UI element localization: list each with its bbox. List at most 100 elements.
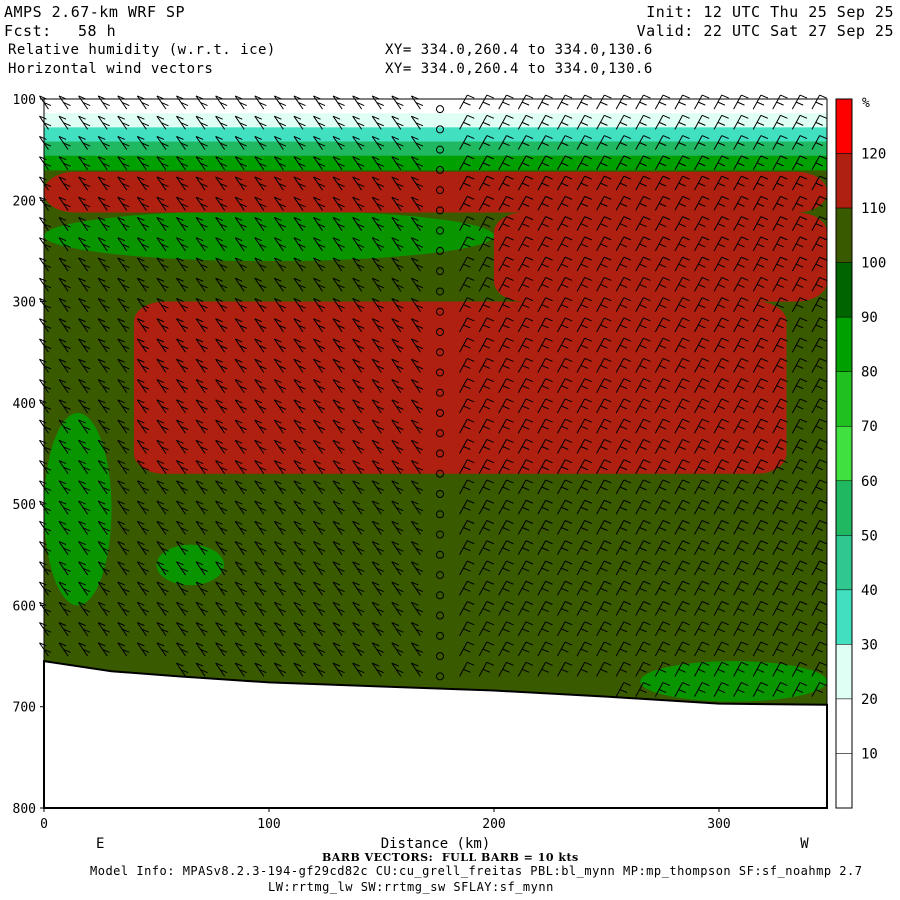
- wind-barb-flag: [815, 446, 823, 450]
- wind-barb-flag: [741, 236, 749, 241]
- wind-barb-flag: [482, 243, 491, 248]
- wind-barb-flag: [274, 217, 282, 221]
- wind-barb-flag: [293, 500, 302, 505]
- wind-barb-flag: [521, 385, 530, 390]
- wind-barb-flag: [254, 561, 262, 566]
- wind-barb-flag: [737, 567, 745, 572]
- wind-barb-flag: [580, 668, 589, 673]
- wind-barb: [313, 419, 323, 434]
- wind-barb-flag: [298, 264, 306, 269]
- wind-barb: [136, 115, 147, 130]
- colorbar-level-label: 100: [861, 256, 886, 272]
- wind-barb-flag: [259, 608, 267, 613]
- wind-barb-flag: [717, 547, 726, 552]
- wind-barb-flag: [776, 283, 784, 288]
- wind-barb-flag: [795, 263, 804, 268]
- wind-barb-flag: [215, 480, 223, 485]
- wind-barb-flag: [525, 175, 534, 180]
- wind-barb-flag: [600, 324, 608, 329]
- wind-barb-flag: [372, 176, 380, 181]
- wind-barb-flag: [352, 338, 360, 343]
- wind-barb-flag: [525, 94, 534, 99]
- wind-barb-flag: [643, 155, 651, 160]
- wind-barb-flag: [215, 257, 223, 262]
- wind-barb-flag: [43, 588, 52, 593]
- wind-barb-flag: [58, 135, 67, 140]
- wind-barb-flag: [254, 419, 262, 424]
- wind-barb-flag: [678, 527, 686, 531]
- wind-barb-flag: [658, 101, 667, 106]
- wind-barb-flag: [467, 357, 475, 362]
- wind-barb-flag: [235, 460, 243, 465]
- wind-barb: [694, 662, 703, 677]
- wind-barb: [674, 581, 684, 596]
- wind-barb-flag: [776, 162, 784, 167]
- wind-barb-flag: [486, 94, 495, 99]
- wind-barb-flag: [737, 344, 745, 349]
- wind-barb-flag: [254, 622, 262, 627]
- wind-barb-flag: [463, 425, 471, 430]
- wind-barb-flag: [97, 379, 106, 383]
- wind-barb-flag: [584, 621, 592, 626]
- wind-barb: [313, 622, 323, 637]
- wind-barb-flag: [235, 257, 243, 262]
- wind-barb-flag: [58, 439, 67, 444]
- wind-barb-flag: [756, 608, 765, 612]
- wind-barb-flag: [721, 418, 729, 423]
- wind-barb: [313, 115, 323, 130]
- wind-barb-flag: [293, 379, 302, 383]
- wind-barb-flag: [82, 486, 91, 491]
- wind-barb-flag: [313, 541, 321, 546]
- wind-barb-flag: [376, 446, 384, 451]
- wind-barb-flag: [332, 480, 341, 485]
- wind-barb-flag: [561, 385, 569, 390]
- wind-barb-flag: [799, 459, 808, 464]
- wind-barb-flag: [102, 365, 110, 370]
- wind-barb-flag: [235, 115, 243, 120]
- wind-barb-flag: [662, 114, 671, 119]
- wind-barb-flag: [122, 547, 130, 552]
- wind-barb-flag: [43, 284, 52, 289]
- wind-barb-flag: [678, 446, 686, 450]
- wind-barb-flag: [137, 277, 145, 282]
- wind-barb-flag: [176, 277, 184, 282]
- wind-barb-flag: [411, 622, 419, 627]
- wind-barb: [136, 642, 147, 657]
- wind-barb: [313, 399, 323, 414]
- wind-barb-flag: [117, 217, 125, 221]
- wind-barb: [195, 581, 206, 596]
- wind-barb-flag: [662, 175, 671, 180]
- wind-barb-flag: [396, 507, 404, 512]
- wind-barb-flag: [662, 682, 671, 687]
- wind-barb-flag: [662, 520, 671, 524]
- wind-barb-flag: [737, 425, 745, 430]
- wind-barb-flag: [161, 588, 169, 593]
- wind-barb-flag: [317, 527, 326, 532]
- wind-barb-flag: [486, 479, 495, 484]
- wind-barb-flag: [776, 466, 784, 471]
- wind-barb: [234, 217, 245, 231]
- wind-barb-flag: [541, 446, 549, 450]
- wind-barb-flag: [411, 156, 419, 161]
- wind-barb-flag: [332, 257, 341, 262]
- wind-barb-flag: [525, 641, 534, 646]
- wind-barb-flag: [545, 560, 553, 565]
- wind-barb-flag: [180, 345, 189, 350]
- wind-barb-flag: [463, 364, 471, 369]
- wind-barb-flag: [780, 236, 788, 241]
- wind-barb-flag: [604, 297, 612, 302]
- wind-barb-flag: [541, 223, 549, 228]
- wind-barb: [694, 621, 703, 637]
- wind-barb-flag: [313, 298, 321, 302]
- wind-barb-flag: [415, 385, 424, 390]
- wind-barb-flag: [337, 183, 345, 188]
- wind-barb-flag: [372, 298, 380, 302]
- wind-barb-flag: [502, 324, 510, 329]
- wind-barb-flag: [701, 175, 710, 180]
- wind-barb-flag: [219, 365, 228, 370]
- wind-barb-flag: [376, 608, 384, 613]
- wind-barb-flag: [482, 567, 491, 572]
- wind-barb-flag: [411, 176, 419, 181]
- wind-barb-flag: [293, 156, 302, 161]
- wind-barb-flag: [82, 243, 91, 248]
